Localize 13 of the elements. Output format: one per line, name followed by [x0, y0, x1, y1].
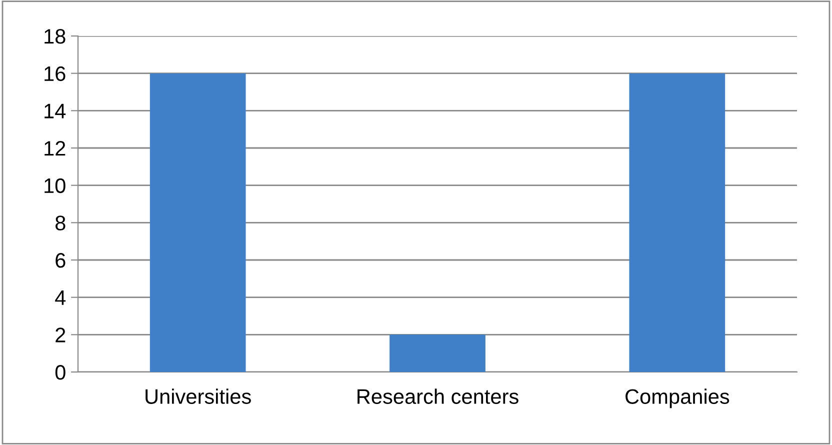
y-tick-label: 12	[44, 141, 66, 156]
y-tick-label: 0	[55, 365, 66, 380]
y-tick-label: 16	[44, 66, 66, 82]
x-tick-label: Companies	[626, 388, 730, 408]
y-tick-label: 2	[56, 328, 66, 342]
y-tick-label: 8	[56, 216, 66, 230]
y-tick-label: 6	[56, 253, 66, 268]
x-tick-label: Research centers	[358, 388, 518, 404]
y-tick-label: 10	[44, 178, 66, 194]
y-tick-label: 4	[55, 290, 66, 305]
y-tick-label: 18	[44, 29, 66, 44]
y-tick-label: 14	[44, 104, 66, 118]
x-tick-label: Universities	[146, 388, 251, 404]
